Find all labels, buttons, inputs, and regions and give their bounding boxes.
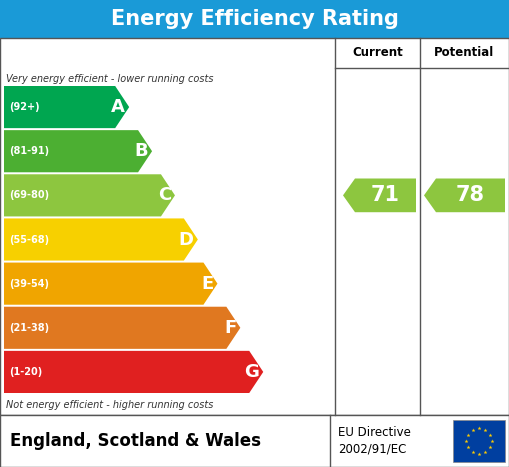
Bar xyxy=(0,38,509,415)
Polygon shape xyxy=(4,86,129,128)
Bar xyxy=(453,420,505,462)
Polygon shape xyxy=(343,178,416,212)
Text: B: B xyxy=(134,142,148,160)
Text: A: A xyxy=(111,98,125,116)
Text: (1-20): (1-20) xyxy=(9,367,42,377)
Text: (69-80): (69-80) xyxy=(9,191,49,200)
Text: F: F xyxy=(224,319,236,337)
Bar xyxy=(0,415,509,467)
Text: (39-54): (39-54) xyxy=(9,279,49,289)
Text: (92+): (92+) xyxy=(9,102,40,112)
Text: England, Scotland & Wales: England, Scotland & Wales xyxy=(10,432,261,450)
Text: Current: Current xyxy=(352,47,403,59)
Text: E: E xyxy=(201,275,213,293)
Text: (55-68): (55-68) xyxy=(9,234,49,245)
Text: (21-38): (21-38) xyxy=(9,323,49,333)
Polygon shape xyxy=(4,174,175,216)
Text: (81-91): (81-91) xyxy=(9,146,49,156)
Polygon shape xyxy=(4,351,263,393)
Text: 71: 71 xyxy=(371,185,400,205)
Polygon shape xyxy=(424,178,505,212)
Text: Potential: Potential xyxy=(434,47,495,59)
Text: Energy Efficiency Rating: Energy Efficiency Rating xyxy=(110,9,399,29)
Text: 78: 78 xyxy=(456,185,485,205)
Text: G: G xyxy=(244,363,259,381)
Text: C: C xyxy=(158,186,171,205)
Polygon shape xyxy=(4,219,198,261)
Polygon shape xyxy=(4,307,240,349)
Text: EU Directive
2002/91/EC: EU Directive 2002/91/EC xyxy=(338,426,411,456)
Polygon shape xyxy=(4,262,217,304)
Text: D: D xyxy=(179,231,194,248)
Text: Not energy efficient - higher running costs: Not energy efficient - higher running co… xyxy=(6,400,213,410)
Text: Very energy efficient - lower running costs: Very energy efficient - lower running co… xyxy=(6,74,213,84)
Polygon shape xyxy=(4,130,152,172)
Bar xyxy=(0,0,509,38)
